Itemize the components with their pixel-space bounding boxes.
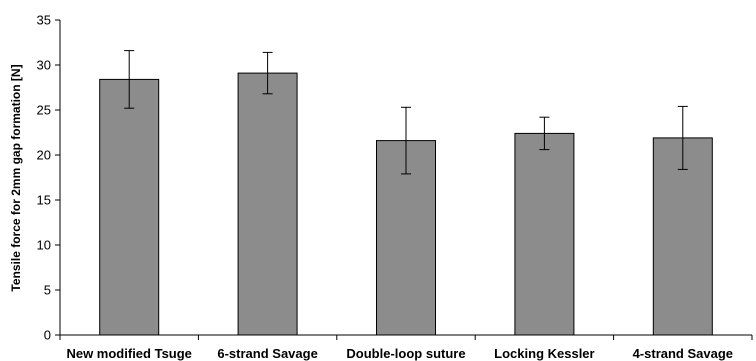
bar-4-strand-savage xyxy=(652,137,713,336)
x-tick-label: 4-strand Savage xyxy=(633,346,733,361)
x-axis: New modified Tsuge 6-strand Savage Double-… xyxy=(59,334,753,361)
error-bar xyxy=(262,51,273,95)
bar-6-strand-savage xyxy=(237,72,298,336)
y-tick-label: 0 xyxy=(44,328,51,343)
bar-locking-kessler xyxy=(514,132,575,336)
error-bar xyxy=(401,106,411,175)
x-tick-label: New modified Tsuge xyxy=(66,346,191,361)
y-tick-label: 35 xyxy=(37,13,51,28)
x-tick-label: 6-strand Savage xyxy=(217,346,317,361)
y-tick-label: 30 xyxy=(37,58,51,73)
x-tick-label: Double-loop suture xyxy=(346,346,465,361)
error-bar xyxy=(539,116,550,151)
y-tick-label: 10 xyxy=(37,238,51,253)
bar-new-modified-tsuge xyxy=(99,78,160,336)
y-axis: 0 5 10 15 20 25 30 35 xyxy=(37,13,61,343)
y-axis-label: Tensile force for 2mm gap formation [N] xyxy=(9,64,23,291)
y-tick-label: 15 xyxy=(37,193,51,208)
y-tick-label: 25 xyxy=(37,103,51,118)
x-tick-label: Locking Kessler xyxy=(494,346,594,361)
error-bars xyxy=(124,50,688,175)
y-tick-label: 5 xyxy=(44,283,51,298)
bar-double-loop-suture xyxy=(376,140,436,336)
y-tick-label: 20 xyxy=(37,148,51,163)
bars xyxy=(99,72,713,336)
error-bar xyxy=(677,105,688,170)
error-bar xyxy=(124,50,135,109)
